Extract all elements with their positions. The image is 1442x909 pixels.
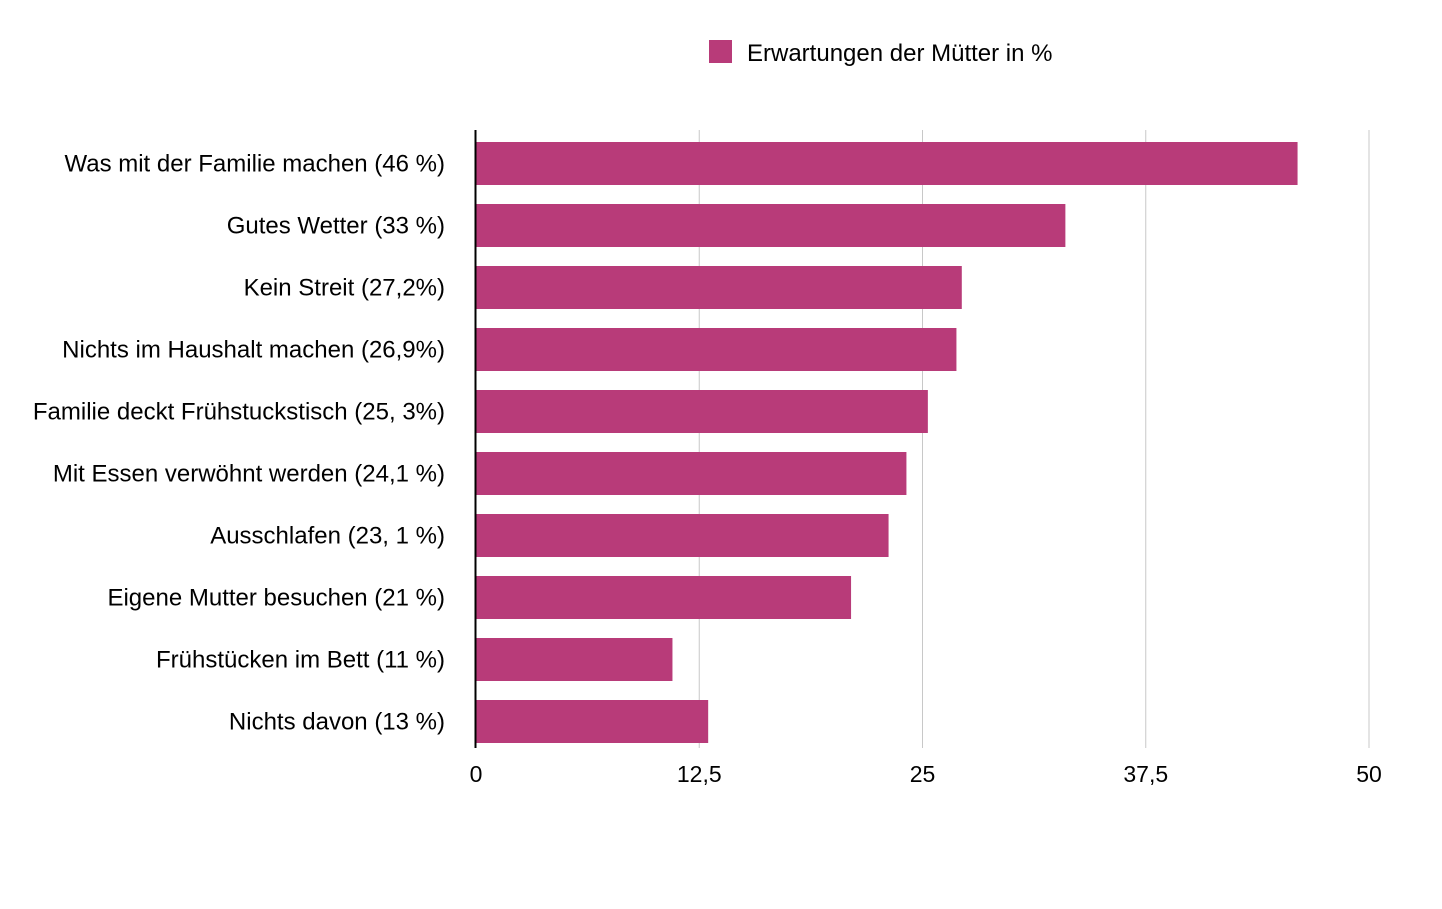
legend-label: Erwartungen der Mütter in % <box>747 40 1052 67</box>
category-label-3: Nichts im Haushalt machen (26,9%) <box>62 337 445 364</box>
category-label-0: Was mit der Familie machen (46 %) <box>64 151 445 178</box>
bars <box>476 142 1298 743</box>
category-label-7: Eigene Mutter besuchen (21 %) <box>107 585 445 612</box>
bar-1 <box>476 204 1066 247</box>
x-tick-label-0: 0 <box>470 761 483 787</box>
bar-5 <box>476 452 907 495</box>
category-label-8: Frühstücken im Bett (11 %) <box>156 647 445 674</box>
x-tick-label-1: 12,5 <box>677 761 722 787</box>
category-label-5: Mit Essen verwöhnt werden (24,1 %) <box>53 461 445 488</box>
category-label-1: Gutes Wetter (33 %) <box>227 213 445 240</box>
bar-6 <box>476 514 889 557</box>
bar-0 <box>476 142 1298 185</box>
x-tick-label-3: 37,5 <box>1123 761 1168 787</box>
category-label-9: Nichts davon (13 %) <box>229 709 445 736</box>
bar-7 <box>476 576 852 619</box>
category-label-6: Ausschlafen (23, 1 %) <box>210 523 445 550</box>
legend-swatch <box>709 40 732 63</box>
category-label-2: Kein Streit (27,2%) <box>244 275 445 302</box>
bar-3 <box>476 328 957 371</box>
x-tick-labels: 0 12,5 25 37,5 50 <box>470 761 1382 787</box>
x-tick-label-4: 50 <box>1356 761 1382 787</box>
category-label-4: Familie deckt Frühstuckstisch (25, 3%) <box>33 399 445 426</box>
category-labels: Was mit der Familie machen (46 %) Gutes W… <box>33 151 445 736</box>
legend: Erwartungen der Mütter in % <box>709 40 1052 67</box>
bar-4 <box>476 390 928 433</box>
bar-2 <box>476 266 962 309</box>
bar-9 <box>476 700 709 743</box>
x-tick-label-2: 25 <box>910 761 936 787</box>
bar-8 <box>476 638 673 681</box>
